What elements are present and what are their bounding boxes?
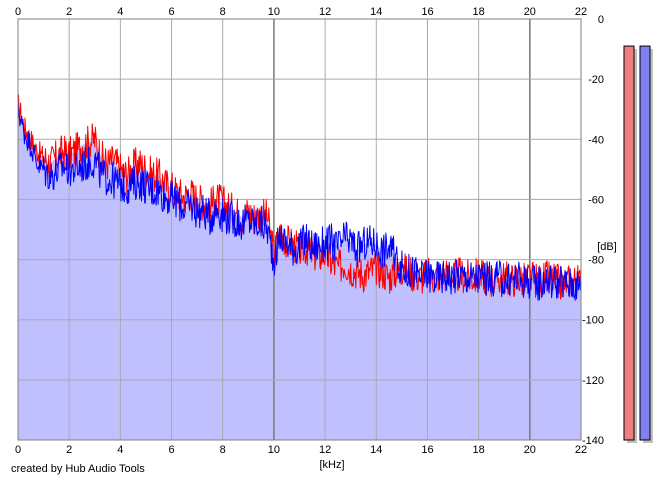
x-axis-label: [kHz] bbox=[319, 459, 344, 471]
x-tick-label-top: 14 bbox=[370, 6, 382, 18]
credit-text: created by Hub Audio Tools bbox=[11, 463, 145, 475]
y-tick-label: -20 bbox=[588, 74, 604, 86]
y-tick-label: -60 bbox=[588, 194, 604, 206]
y-axis-label: [dB] bbox=[597, 241, 617, 253]
x-tick-label-top: 2 bbox=[66, 6, 72, 18]
x-tick-label-bottom: 8 bbox=[220, 444, 226, 456]
x-tick-label-top: 16 bbox=[421, 6, 433, 18]
x-tick-label-bottom: 14 bbox=[370, 444, 382, 456]
level-meters bbox=[623, 45, 653, 444]
x-tick-label-bottom: 0 bbox=[15, 444, 21, 456]
x-tick-label-top: 20 bbox=[524, 6, 536, 18]
series-line-right bbox=[17, 99, 582, 301]
x-ticks-top: 0 2 4 6 8 10 12 14 16 18 20 22 bbox=[15, 6, 587, 18]
x-tick-label-bottom: 22 bbox=[575, 444, 587, 456]
plot-frame bbox=[17, 18, 582, 441]
x-tick-label-bottom: 4 bbox=[117, 444, 123, 456]
level-meter-left bbox=[623, 45, 635, 441]
level-meter-right bbox=[639, 45, 651, 441]
x-tick-label-top: 8 bbox=[220, 6, 226, 18]
x-ticks-bottom: 0 2 4 6 8 10 12 14 16 18 20 22 bbox=[15, 444, 587, 456]
x-tick-label-bottom: 18 bbox=[473, 444, 485, 456]
y-tick-label: -80 bbox=[588, 255, 604, 267]
y-ticks-right: 0 -20 -40 -60 -80 -100 -120 -140 bbox=[582, 14, 604, 447]
x-tick-label-top: 18 bbox=[473, 6, 485, 18]
y-tick-label: -40 bbox=[588, 134, 604, 146]
y-tick-label: -140 bbox=[582, 435, 604, 447]
x-tick-label-top: 0 bbox=[15, 6, 21, 18]
x-tick-label-bottom: 16 bbox=[421, 444, 433, 456]
x-tick-label-top: 6 bbox=[168, 6, 174, 18]
x-tick-label-bottom: 10 bbox=[268, 444, 280, 456]
x-tick-label-bottom: 2 bbox=[66, 444, 72, 456]
x-tick-label-top: 12 bbox=[319, 6, 331, 18]
x-tick-label-top: 10 bbox=[268, 6, 280, 18]
series-layer bbox=[17, 93, 582, 301]
y-tick-label: -100 bbox=[582, 315, 604, 327]
x-tick-label-top: 22 bbox=[575, 6, 587, 18]
x-tick-label-bottom: 20 bbox=[524, 444, 536, 456]
y-tick-label: -120 bbox=[582, 375, 604, 387]
x-tick-label-bottom: 6 bbox=[168, 444, 174, 456]
x-tick-label-top: 4 bbox=[117, 6, 123, 18]
x-tick-label-bottom: 12 bbox=[319, 444, 331, 456]
y-tick-label: 0 bbox=[598, 14, 604, 26]
